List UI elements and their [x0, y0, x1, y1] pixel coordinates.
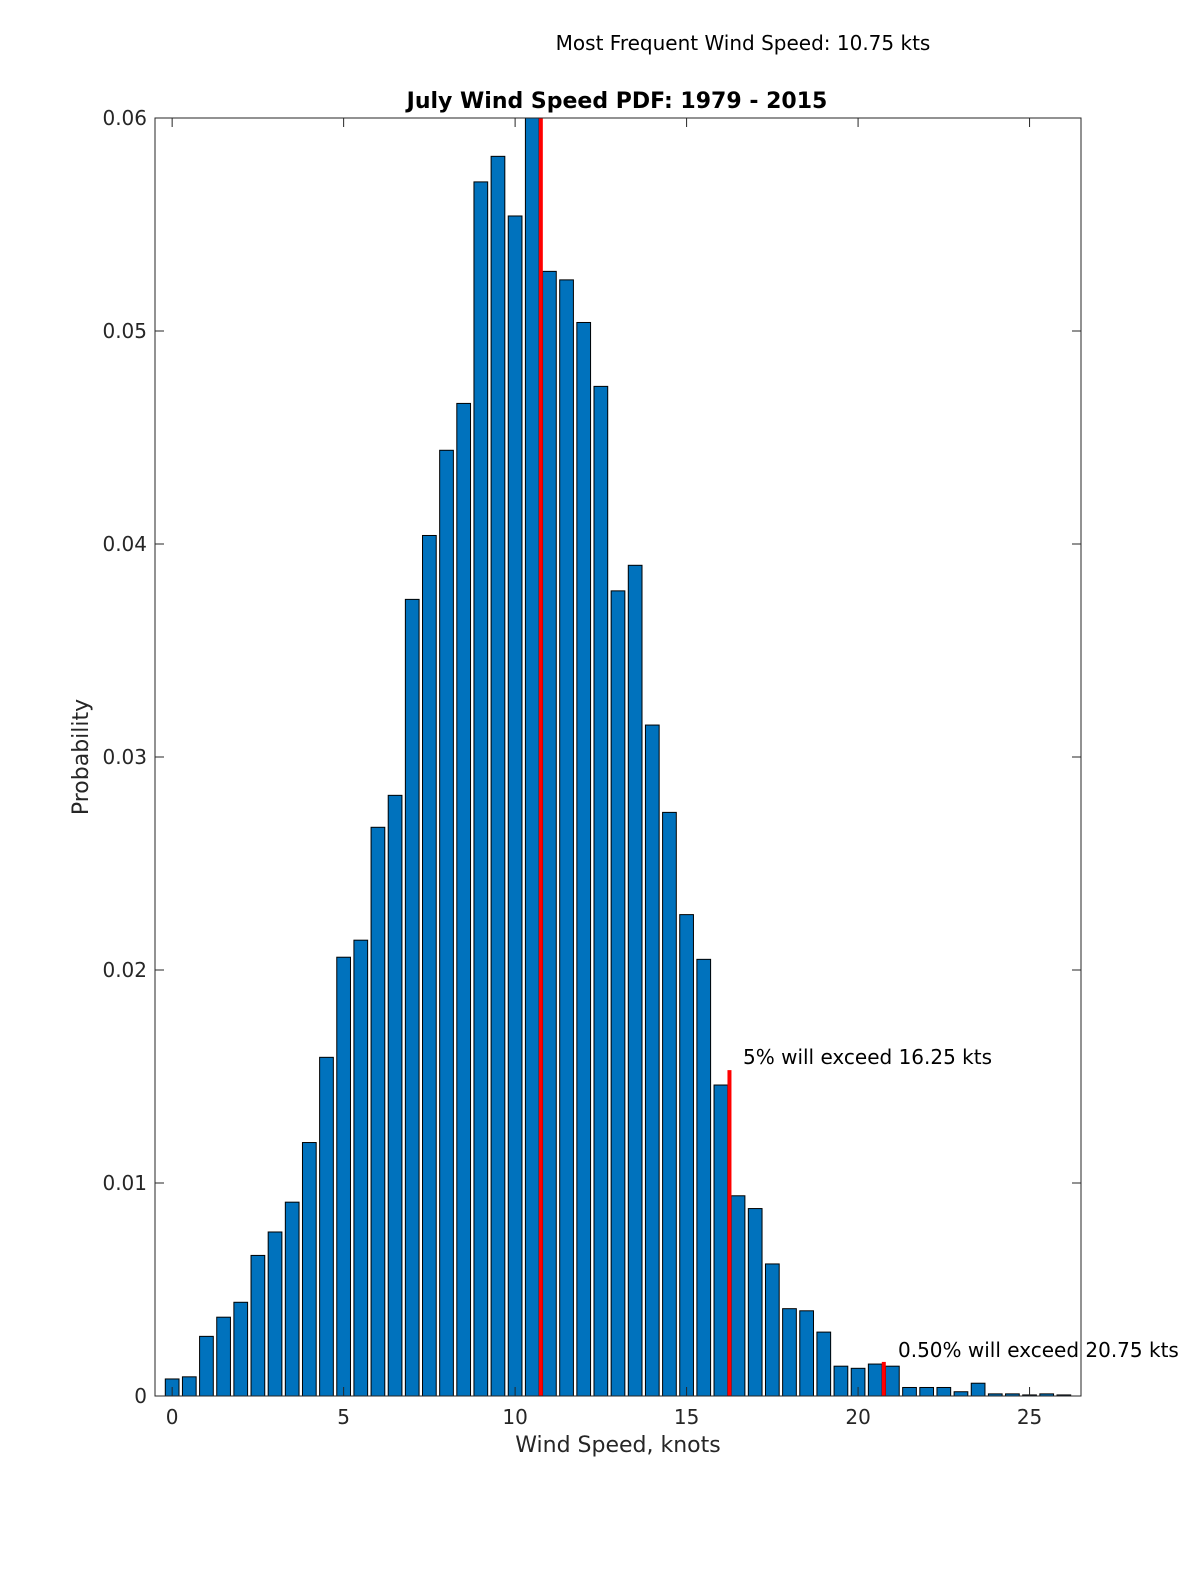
- bar: [422, 534, 437, 1397]
- bar: [524, 117, 540, 1397]
- bar: [387, 794, 403, 1397]
- marker-annotation: 5% will exceed 16.25 kts: [743, 1045, 992, 1069]
- y-tick-label: 0.01: [102, 1171, 147, 1195]
- x-tick-label: 25: [1017, 1405, 1042, 1429]
- y-axis-label: Probability: [69, 699, 94, 815]
- bar: [816, 1331, 832, 1397]
- bar: [610, 590, 626, 1397]
- bar-series: [164, 117, 1072, 1397]
- x-axis: 0 5 10 15 20 25: [166, 118, 1042, 1429]
- bar: [919, 1386, 935, 1397]
- bar: [885, 1365, 900, 1397]
- bar: [730, 1195, 746, 1397]
- bar: [267, 1231, 283, 1397]
- y-tick-label: 0.02: [102, 958, 147, 982]
- bar: [833, 1365, 849, 1397]
- bar: [970, 1382, 986, 1397]
- y-tick-label: 0.04: [102, 532, 147, 556]
- bar: [576, 321, 592, 1397]
- y-tick-label: 0.03: [102, 745, 147, 769]
- y-tick-label: 0: [134, 1384, 147, 1408]
- bar: [439, 449, 454, 1397]
- x-axis-label: Wind Speed, knots: [515, 1433, 720, 1458]
- y-tick-label: 0.06: [102, 106, 147, 130]
- bar: [799, 1310, 814, 1397]
- bar: [319, 1056, 334, 1397]
- y-tick-label: 0.05: [102, 319, 147, 343]
- bar: [593, 385, 609, 1397]
- bar: [679, 914, 694, 1397]
- bar: [336, 956, 351, 1397]
- bar: [936, 1386, 952, 1397]
- bar: [953, 1391, 969, 1397]
- x-tick-label: 15: [674, 1405, 699, 1429]
- bar: [507, 215, 523, 1397]
- bar: [456, 402, 472, 1397]
- bar: [353, 939, 369, 1397]
- bar: [404, 598, 420, 1397]
- annotations: 5% will exceed 16.25 kts 0.50% will excee…: [743, 1045, 1179, 1362]
- chart-title: July Wind Speed PDF: 1979 - 2015: [405, 89, 828, 114]
- bar: [542, 270, 557, 1397]
- chart-subtitle: Most Frequent Wind Speed: 10.75 kts: [556, 31, 931, 55]
- bar: [867, 1363, 883, 1397]
- bar: [216, 1316, 231, 1397]
- bar: [696, 958, 712, 1397]
- bar: [782, 1308, 797, 1397]
- bar: [250, 1254, 266, 1397]
- x-tick-label: 0: [166, 1405, 179, 1429]
- bar: [747, 1208, 763, 1397]
- bar: [473, 181, 489, 1397]
- bar: [199, 1335, 214, 1397]
- bar: [370, 826, 386, 1397]
- x-tick-label: 10: [502, 1405, 527, 1429]
- bar: [284, 1201, 300, 1397]
- bar: [902, 1386, 917, 1397]
- bar: [713, 1084, 729, 1397]
- x-tick-label: 5: [337, 1405, 350, 1429]
- bar: [764, 1263, 780, 1397]
- x-tick-label: 20: [845, 1405, 870, 1429]
- bar: [644, 724, 660, 1397]
- bar: [559, 279, 574, 1397]
- marker-lines: [538, 118, 886, 1396]
- bar: [301, 1142, 317, 1397]
- y-axis: 0 0.01 0.02 0.03 0.04 0.05 0.06: [102, 106, 1081, 1408]
- bar: [627, 564, 643, 1397]
- marker-annotation: 0.50% will exceed 20.75 kts: [898, 1338, 1179, 1362]
- bar: [490, 155, 506, 1397]
- bar: [233, 1301, 249, 1397]
- bar: [662, 811, 677, 1397]
- bar: [181, 1376, 197, 1397]
